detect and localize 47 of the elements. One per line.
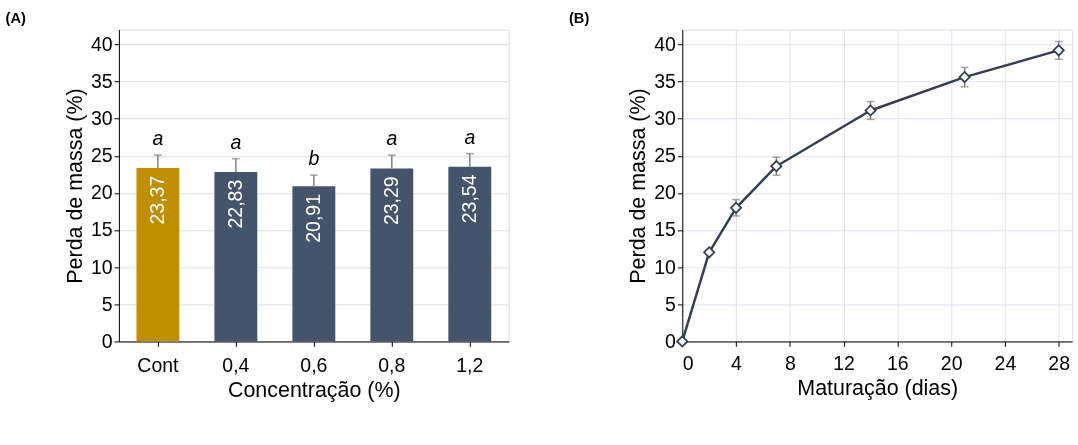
annotation: b — [308, 147, 320, 170]
y-tick-label: 25 — [90, 144, 113, 167]
x-axis-title: Concentração (%) — [227, 377, 401, 402]
x-tick-label: 12 — [833, 352, 855, 375]
y-tick-label: 5 — [665, 292, 677, 315]
x-tick-label: 28 — [1048, 352, 1071, 375]
x-tick-label: 1,2 — [456, 354, 484, 377]
y-tick-label: 20 — [90, 181, 113, 204]
data-label: 22,83 — [223, 179, 246, 229]
y-tick-label: 15 — [654, 218, 677, 241]
x-tick-label: 0,6 — [300, 354, 328, 377]
y-tick-label: 0 — [101, 329, 113, 352]
data-label: 23,54 — [457, 174, 480, 224]
x-tick-label: 0 — [682, 352, 694, 375]
y-axis-title: Perda de massa (%) — [63, 88, 88, 284]
y-tick-label: 15 — [90, 218, 113, 241]
x-tick-label: 4 — [731, 352, 743, 375]
data-label: 23,29 — [379, 176, 402, 226]
y-tick-label: 20 — [654, 181, 677, 204]
data-label: 20,91 — [301, 193, 324, 243]
y-tick-label: 5 — [101, 292, 113, 315]
x-tick-label: 8 — [784, 352, 796, 375]
chart-title: (A) — [5, 9, 27, 26]
x-tick-label: 24 — [994, 352, 1017, 375]
x-axis-title: Maturação (dias) — [797, 375, 959, 400]
y-tick-label: 35 — [654, 69, 677, 92]
x-tick-label: 0,4 — [222, 354, 250, 377]
y-tick-label: 40 — [654, 32, 677, 55]
annotation: a — [464, 125, 476, 148]
y-tick-label: 40 — [90, 32, 113, 55]
y-tick-label: 25 — [654, 144, 677, 167]
y-tick-label: 30 — [90, 107, 113, 130]
y-tick-label: 35 — [90, 69, 113, 92]
x-tick-label: 20 — [940, 352, 963, 375]
y-axis-title: Perda de massa (%) — [626, 88, 651, 284]
y-tick-label: 0 — [665, 329, 677, 352]
y-tick-label: 10 — [654, 255, 677, 278]
annotation: a — [386, 127, 398, 150]
x-tick-label: 0,8 — [378, 354, 406, 377]
y-tick-label: 30 — [654, 107, 677, 130]
data-label: 23,37 — [145, 175, 168, 225]
x-tick-label: Cont — [137, 354, 180, 377]
x-tick-label: 16 — [887, 352, 909, 375]
annotation: a — [152, 127, 164, 150]
y-tick-label: 10 — [90, 255, 113, 278]
chart-title: (B) — [568, 9, 590, 26]
annotation: a — [230, 131, 242, 154]
